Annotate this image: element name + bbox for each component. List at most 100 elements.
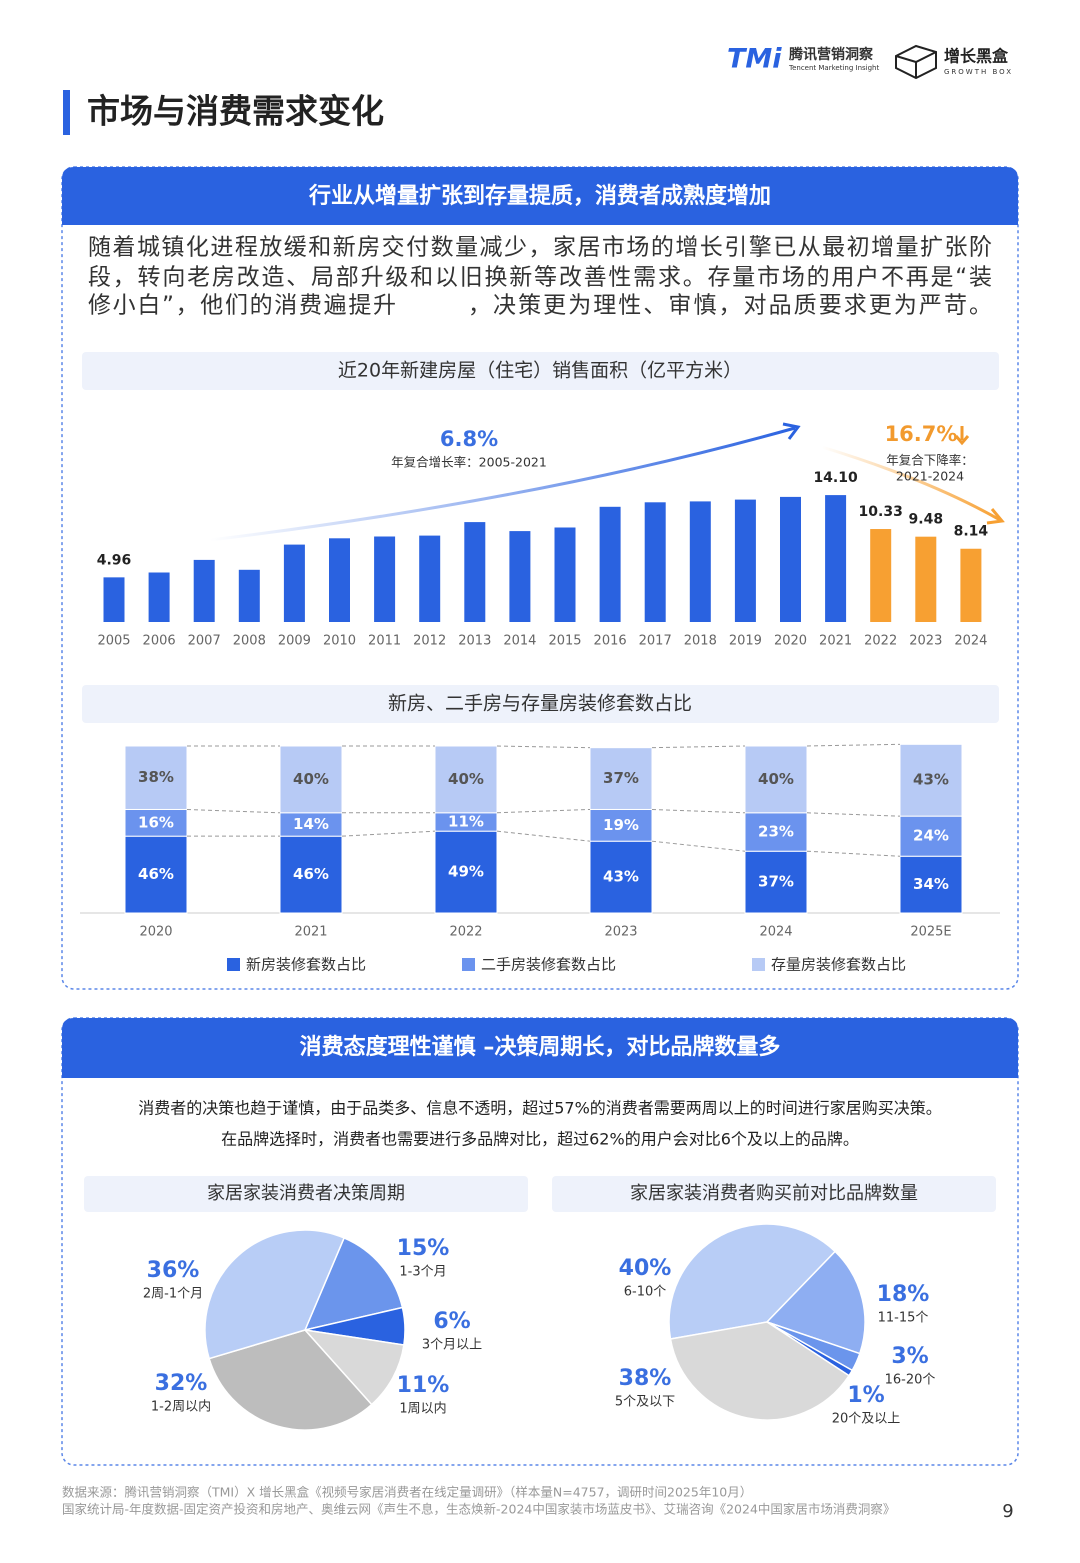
bar [374, 536, 396, 622]
connector [496, 745, 591, 749]
x-tick-label: 2007 [188, 634, 221, 649]
data-label: 43% [603, 868, 639, 886]
partner-icon [895, 44, 937, 80]
chart-title: 家居家装消费者决策周期 [207, 1183, 405, 1204]
data-label: 40% [758, 770, 794, 788]
bar [329, 538, 350, 622]
annotation: 6.8% [440, 427, 498, 451]
x-tick-label: 2023 [909, 634, 942, 649]
bar [554, 527, 576, 622]
bar [960, 548, 982, 622]
slice-label: 5个及以下 [615, 1395, 675, 1410]
connector [651, 840, 746, 852]
section-title: 行业从增量扩张到存量提质，消费者成熟度增加 [308, 183, 771, 209]
body-text: 修小白”，他们的消费遍提升 [88, 293, 396, 319]
page-number: 9 [1002, 1501, 1013, 1522]
annotation: 年复合下降率： [886, 453, 974, 468]
chart-title-bar [82, 352, 999, 390]
data-label: 38% [138, 768, 174, 786]
bar [419, 535, 441, 622]
x-tick-label: 2024 [954, 634, 987, 649]
x-tick-label: 2021 [294, 925, 327, 940]
bar-segment [434, 745, 498, 814]
pie-slice [303, 1328, 405, 1406]
data-label: 40% [293, 770, 329, 788]
brand: 腾讯营销洞察 [789, 46, 874, 63]
bar [509, 531, 531, 622]
footer-text: 国家统计局-年度数据-固定资产投资和房地产、奥维云网《声生不息，生态焕新-202… [62, 1502, 895, 1517]
partner-en: GROWTH BOX [944, 68, 1013, 76]
section-title: 消费态度理性谨慎 –决策周期长，对比品牌数量多 [300, 1034, 781, 1060]
body-text: ，决策更为理性、审慎，对品质要求更为严苛。 [468, 293, 992, 319]
connector [496, 830, 591, 842]
x-tick-label: 2013 [458, 634, 491, 649]
annotation: 16.7% [885, 422, 958, 446]
slice-label: 16-20个 [885, 1373, 936, 1388]
slice-label: 1-3个月 [399, 1265, 446, 1280]
data-label: 4.96 [97, 552, 132, 568]
chart-title-bar [84, 1176, 528, 1212]
data-label: 14.10 [813, 470, 858, 486]
data-label: 8.14 [954, 524, 989, 540]
connector [806, 850, 901, 857]
chart-title: 新房、二手房与存量房装修套数占比 [388, 693, 692, 715]
data-label: 3% [891, 1344, 928, 1369]
connector [651, 745, 746, 749]
pie-slice [765, 1250, 866, 1355]
data-label: 38% [619, 1366, 672, 1391]
down-icon [954, 426, 970, 446]
data-label: 37% [603, 769, 639, 787]
pie-slice [303, 1236, 404, 1332]
legend-label: 二手房装修套数占比 [481, 956, 616, 974]
x-tick-label: 2017 [639, 634, 672, 649]
x-tick-label: 2014 [503, 634, 536, 649]
bar [148, 572, 170, 622]
x-tick-label: 2008 [233, 634, 266, 649]
data-label: 6% [433, 1309, 470, 1334]
pie-slice [669, 1321, 851, 1421]
data-label: 24% [913, 827, 949, 845]
bar [870, 529, 892, 622]
legend-label: 新房装修套数占比 [246, 956, 366, 974]
x-tick-label: 2005 [97, 634, 130, 649]
data-label: 37% [758, 873, 794, 891]
body-text: 在品牌选择时，消费者也需要进行多品牌对比，超过62%的用户会对比6个及以上的品牌… [221, 1130, 859, 1149]
bar-segment [279, 835, 343, 914]
data-label: 15% [397, 1236, 450, 1261]
bar-segment [744, 812, 808, 852]
body-text: 随着城镇化进程放缓和新房交付数量减少，家居市场的增长引擎已从最初增量扩张阶 [88, 235, 992, 261]
data-label: 19% [603, 816, 639, 834]
data-label: 43% [913, 771, 949, 789]
arrow-head [986, 508, 1005, 525]
title-bar [63, 90, 70, 135]
annotation: 年复合增长率：2005-2021 [391, 455, 547, 470]
x-tick-label: 2015 [548, 634, 581, 649]
brand-en: Tencent Marketing Insight [788, 64, 879, 72]
x-tick-label: 2019 [729, 634, 762, 649]
footer-text: 数据来源：腾讯营销洞察（TMI）X 增长黑盒《视频号家居消费者在线定量调研》（样… [62, 1485, 752, 1500]
connector [651, 808, 746, 814]
bar-segment [744, 745, 808, 814]
x-tick-label: 2006 [143, 634, 176, 649]
x-tick-label: 2020 [774, 634, 807, 649]
page-title: 市场与消费需求变化 [87, 92, 384, 131]
data-label: 34% [913, 875, 949, 893]
data-label: 10.33 [859, 504, 903, 520]
data-label: 46% [293, 865, 329, 883]
data-label: 23% [758, 823, 794, 841]
partner: 增长黑盒 [944, 47, 1009, 66]
data-label: 1% [847, 1383, 884, 1408]
bar [915, 536, 937, 622]
legend-swatch [752, 958, 765, 971]
bar [238, 569, 260, 622]
bar-segment [899, 743, 963, 817]
data-label: 40% [619, 1256, 672, 1281]
chart-title-bar [82, 685, 999, 723]
body-text: 段，转向老房改造、局部升级和以旧换新等改善性需求。存量市场的用户不再是“装 [88, 265, 992, 291]
bar [644, 502, 666, 622]
slice-label: 11-15个 [878, 1311, 929, 1326]
data-label: 16% [138, 813, 174, 831]
legend-swatch [462, 958, 475, 971]
x-tick-label: 2020 [139, 925, 172, 940]
